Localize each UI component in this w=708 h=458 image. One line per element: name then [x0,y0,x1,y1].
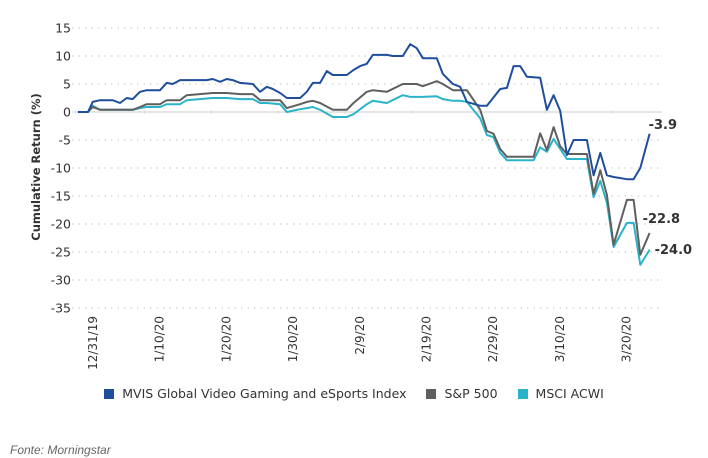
end-value-label: -3.9 [649,118,677,133]
legend-label-mvis: MVIS Global Video Gaming and eSports Ind… [122,386,407,401]
legend-swatch-sp500 [426,388,437,399]
end-value-label: -24.0 [655,243,692,258]
legend-item-msci-acwi: MSCI ACWI [517,386,604,401]
legend-label-sp500: S&P 500 [444,386,498,401]
y-tick-label: -10 [51,161,71,176]
y-tick-label: -15 [51,189,71,204]
series-lines [78,43,651,266]
y-tick-label: 5 [63,77,71,92]
y-tick-label: -25 [51,245,71,260]
series-line-2 [78,94,651,266]
y-tick-label: 0 [63,105,71,120]
legend-swatch-msci-acwi [517,388,528,399]
end-labels: -3.9 -22.8 -24.0 [643,118,692,258]
y-tick-label: -30 [51,273,71,288]
line-chart: 15 10 5 0 -5 -10 -15 -20 -25 -30 -35 12/31/19 1/10/… [29,21,692,370]
x-tick-label: 1/20/20 [219,316,233,362]
end-value-label: -22.8 [643,212,680,227]
legend: MVIS Global Video Gaming and eSports Ind… [0,386,708,401]
x-tick-label: 1/10/20 [153,316,167,362]
x-tick-label: 3/10/20 [553,316,567,362]
y-tick-label: -35 [51,301,71,316]
x-tick-label: 2/19/20 [420,316,434,362]
y-tick-label: 10 [55,49,71,64]
y-axis-label: Cumulative Return (%) [29,93,43,240]
legend-swatch-mvis [104,388,115,399]
gridlines [72,27,662,309]
y-tick-label: -5 [59,133,71,148]
legend-item-sp500: S&P 500 [426,386,498,401]
legend-label-msci-acwi: MSCI ACWI [535,386,604,401]
x-tick-label: 3/20/20 [620,316,634,362]
x-tick-label: 12/31/19 [86,316,100,370]
y-tick-label: 15 [55,21,71,36]
x-axis-ticks: 12/31/19 1/10/20 1/20/20 1/30/20 2/9/20 2/19/… [77,110,634,370]
y-axis-ticks: 15 10 5 0 -5 -10 -15 -20 -25 -30 -35 [51,21,71,316]
source-note: Fonte: Morningstar [10,443,111,457]
x-tick-label: 2/29/20 [486,316,500,362]
y-tick-label: -20 [51,217,71,232]
x-tick-label: 1/30/20 [286,316,300,362]
x-tick-label: 2/9/20 [353,316,367,355]
series-line-0 [78,43,651,181]
legend-item-mvis: MVIS Global Video Gaming and eSports Ind… [104,386,406,401]
